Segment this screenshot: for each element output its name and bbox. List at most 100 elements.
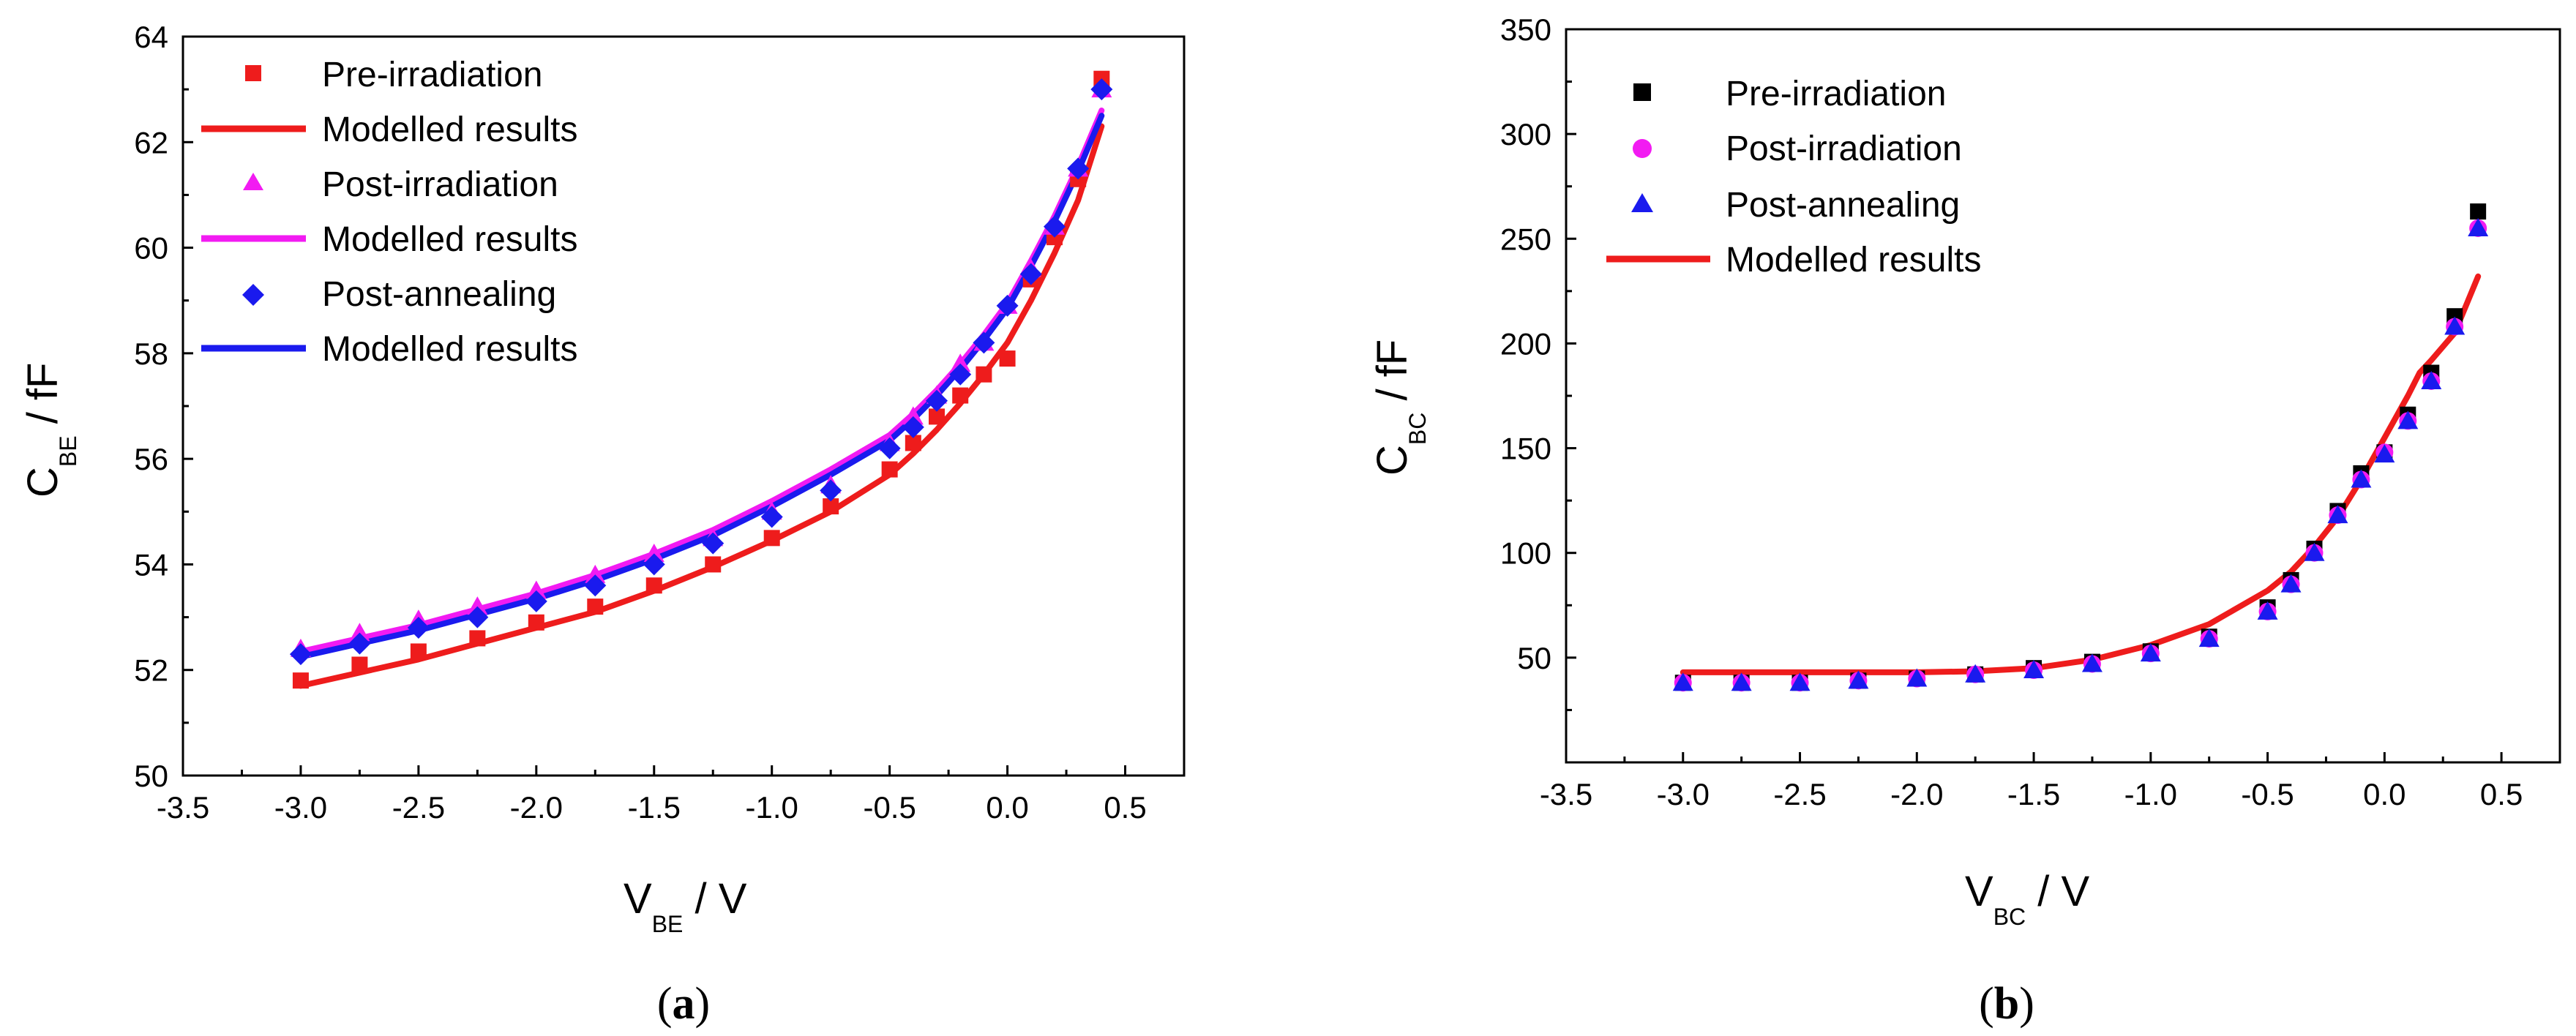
chart-a-x-axis-label-sub: BE [652, 911, 684, 937]
chart-b-x-axis-label-sub: BC [1993, 904, 2026, 930]
data-point-triangle [349, 623, 370, 642]
data-point-triangle [1906, 668, 1928, 687]
series-line-1 [297, 123, 1105, 689]
chart-a-series [289, 70, 1113, 689]
x-tick-label: 0.0 [2363, 777, 2405, 811]
data-point-diamond [973, 331, 995, 354]
data-point-diamond [584, 574, 607, 597]
x-tick-label: -3.5 [157, 790, 209, 825]
legend-label-modelled-b: Modelled results [1726, 241, 1982, 279]
data-point-triangle [1672, 672, 1693, 691]
data-point-diamond [820, 479, 842, 502]
legend-label-modelled-a-blue: Modelled results [322, 330, 578, 369]
data-point-square [2470, 203, 2487, 220]
data-point-square [469, 630, 486, 647]
chart-a-y-axis-label: CBE / fF [19, 363, 81, 498]
data-point-triangle [2081, 653, 2103, 672]
chart-b-y-axis: 50 100 150 200 250 300 350 [1500, 12, 1576, 711]
chart-a-y-axis-label-unit: / fF [19, 363, 67, 436]
data-point-square [881, 461, 898, 478]
data-point-square [587, 598, 604, 615]
data-point-triangle [467, 596, 488, 615]
data-point-square [705, 556, 722, 573]
chart-b-y-axis-label-sub: BC [1404, 413, 1431, 445]
y-tick-label: 64 [134, 20, 168, 54]
data-point-triangle [950, 353, 971, 372]
data-point-diamond [1043, 215, 1066, 238]
legend-label-post-irradiation-b: Post-irradiation [1726, 130, 1962, 168]
data-point-square [976, 366, 992, 383]
data-point-triangle [2257, 601, 2278, 620]
data-point-diamond [926, 389, 948, 412]
legend-label-pre-irradiation-b: Pre-irradiation [1726, 75, 1946, 113]
data-point-triangle [2198, 628, 2220, 648]
legend-marker-pre-irradiation-a [245, 65, 261, 81]
data-point-diamond [949, 363, 972, 386]
x-tick-label: -3.5 [1540, 777, 1592, 811]
x-tick-label: 0.0 [986, 790, 1028, 825]
chart-b-y-axis-label-unit: / fF [1368, 339, 1416, 413]
data-point-triangle [2327, 505, 2348, 524]
data-point-triangle [1965, 664, 1986, 683]
x-tick-label: 0.5 [1104, 790, 1146, 825]
x-tick-label: -0.5 [2241, 777, 2294, 811]
x-tick-label: -1.0 [746, 790, 798, 825]
data-point-triangle [2304, 542, 2325, 561]
chart-a-x-axis: -3.5 -3.0 -2.5 -2.0 -1.5 -1.0 -0.5 0.0 0.5 [157, 765, 1147, 825]
y-tick-label: 56 [134, 442, 168, 476]
data-point-diamond [996, 294, 1019, 317]
data-point-diamond [1067, 157, 1090, 180]
data-point-triangle [2023, 660, 2045, 679]
data-point-triangle [2444, 316, 2465, 335]
legend-label-modelled-a-red: Modelled results [322, 110, 578, 149]
data-point-triangle [525, 580, 547, 599]
y-tick-label: 200 [1500, 326, 1551, 361]
data-point-diamond [348, 632, 371, 655]
chart-b-panel-label: (b) [1979, 979, 2034, 1029]
chart-b-legend: Pre-irradiation Post-irradiation Post-an… [1606, 75, 1982, 279]
x-tick-label: -1.5 [2007, 777, 2060, 811]
chart-b-x-axis-label-unit: / V [2026, 868, 2089, 915]
data-point-diamond [902, 416, 924, 438]
data-point-square [645, 577, 662, 594]
y-tick-label: 54 [134, 547, 168, 582]
data-point-square [929, 408, 946, 425]
legend-label-post-annealing-b: Post-annealing [1726, 186, 1960, 225]
legend-marker-post-irradiation-b [1633, 139, 1652, 158]
y-tick-label: 50 [1517, 641, 1551, 675]
data-point-diamond [643, 553, 665, 576]
chart-a-y-axis: 50 52 54 56 58 60 62 64 [134, 20, 193, 793]
data-point-diamond [407, 617, 430, 639]
data-point-triangle [2280, 574, 2302, 593]
data-point-triangle [643, 544, 664, 562]
chart-a-y-axis-label-sub: BE [55, 435, 81, 467]
chart-a: -3.5 -3.0 -2.5 -2.0 -1.5 -1.0 -0.5 0.0 0.5 50525… [19, 20, 1186, 1029]
data-point-square [292, 672, 309, 689]
data-point-diamond [702, 532, 724, 555]
y-tick-label: 150 [1500, 432, 1551, 466]
x-tick-label: -2.5 [392, 790, 445, 825]
data-point-square [351, 656, 368, 673]
data-point-triangle [902, 406, 924, 425]
x-tick-label: -3.0 [274, 790, 327, 825]
chart-b-y-axis-label: CBC / fF [1368, 339, 1431, 476]
chart-a-legend: Pre-irradiation Modelled results Post-ir… [201, 56, 578, 369]
legend-label-pre-irradiation-a: Pre-irradiation [322, 56, 542, 94]
legend-label-modelled-a-magenta: Modelled results [322, 220, 578, 259]
x-tick-label: -1.5 [628, 790, 681, 825]
data-point-triangle [2397, 410, 2419, 429]
data-point-triangle [2140, 643, 2161, 662]
chart-b-x-axis-label: VBC / V [1965, 868, 2089, 930]
data-point-diamond [1090, 78, 1113, 101]
chart-a-x-axis-label: VBE / V [624, 875, 747, 937]
data-point-diamond [289, 643, 312, 666]
data-point-triangle [2421, 370, 2442, 389]
legend-label-post-annealing-a: Post-annealing [322, 275, 556, 314]
data-point-square [410, 643, 427, 660]
y-tick-label: 60 [134, 231, 168, 266]
data-point-triangle [2351, 469, 2372, 488]
y-tick-label: 100 [1500, 536, 1551, 571]
data-point-triangle [1731, 672, 1752, 691]
data-point-triangle [585, 564, 606, 583]
